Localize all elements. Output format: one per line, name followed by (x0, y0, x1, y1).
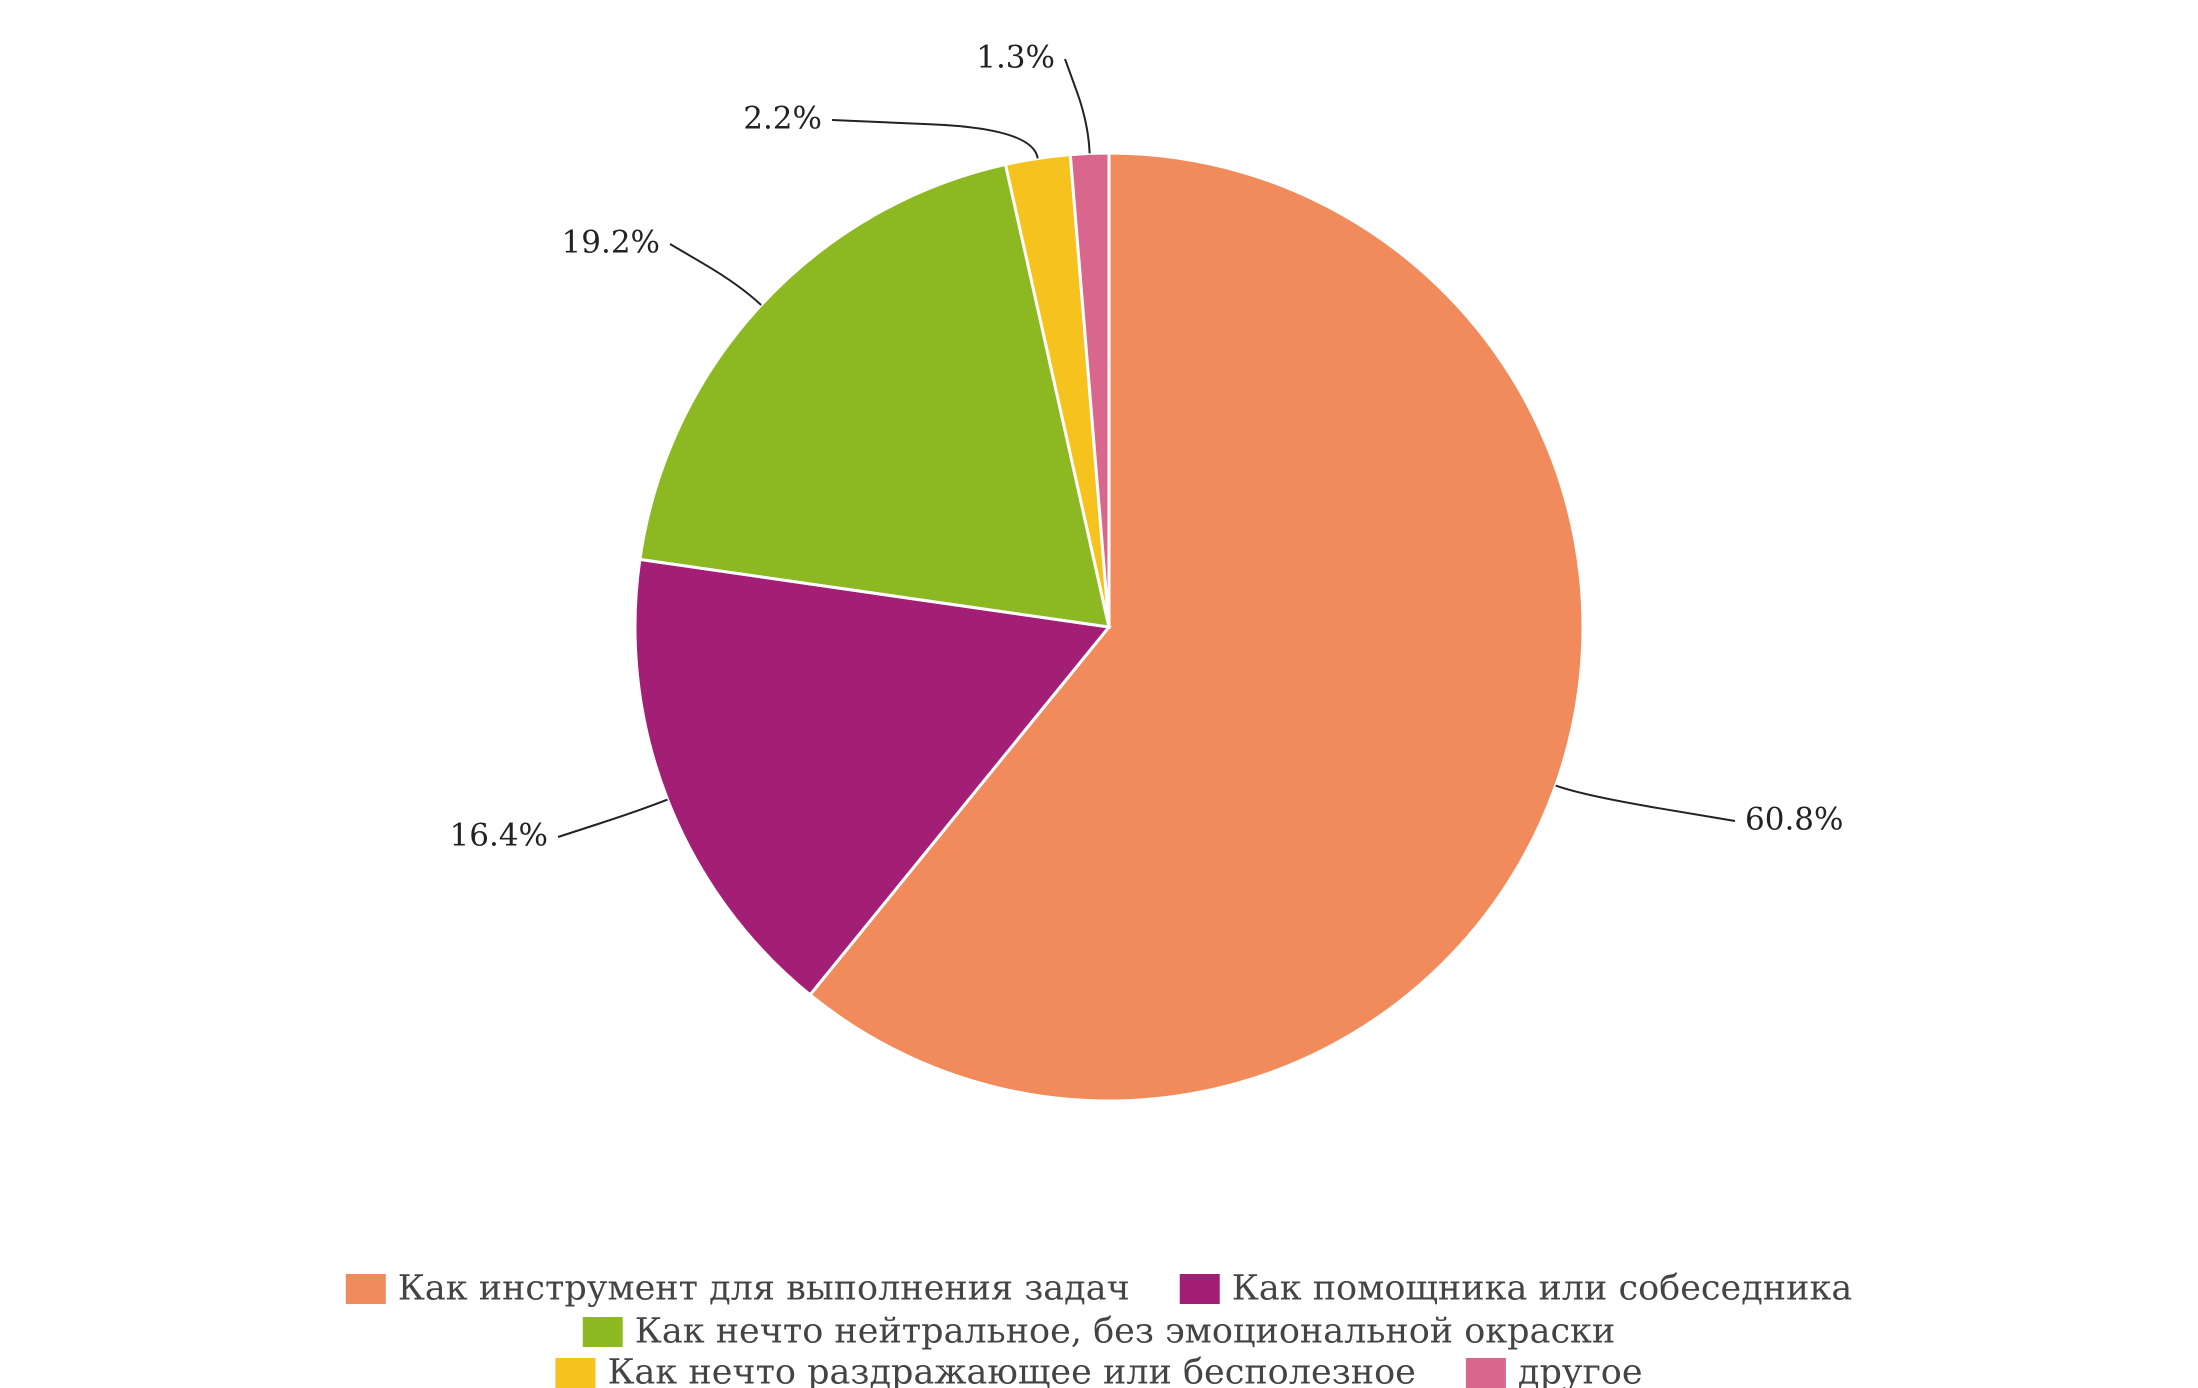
legend-label: Как помощника или собеседника (1232, 1269, 1852, 1309)
value-label: 16.4% (450, 818, 548, 854)
pie-slice (1068, 151, 1111, 628)
legend-swatch (1465, 1358, 1506, 1388)
pie-slice (633, 557, 1112, 997)
leader-line (1555, 784, 1736, 822)
leader-line (831, 119, 1039, 159)
pie-slice (807, 151, 1585, 1103)
value-label: 1.3% (976, 40, 1055, 76)
legend-swatch (345, 1274, 386, 1304)
legend-swatch (582, 1317, 623, 1347)
leader-line (1064, 58, 1091, 154)
value-label: 19.2% (562, 225, 660, 261)
leader-line (557, 798, 668, 838)
value-label: 2.2% (743, 101, 822, 137)
pie-slice (638, 162, 1111, 629)
legend-label: другое (1518, 1353, 1643, 1388)
legend-swatch (555, 1358, 596, 1388)
value-label: 60.8% (1745, 802, 1843, 838)
legend-label: Как нечто раздражающее или бесполезное (607, 1353, 1415, 1388)
legend-swatch (1179, 1274, 1220, 1304)
legend-label: Как инструмент для выполнения задач (398, 1269, 1130, 1309)
leader-line (669, 243, 762, 306)
legend-label: Как нечто нейтральное, без эмоциональной… (635, 1312, 1616, 1352)
